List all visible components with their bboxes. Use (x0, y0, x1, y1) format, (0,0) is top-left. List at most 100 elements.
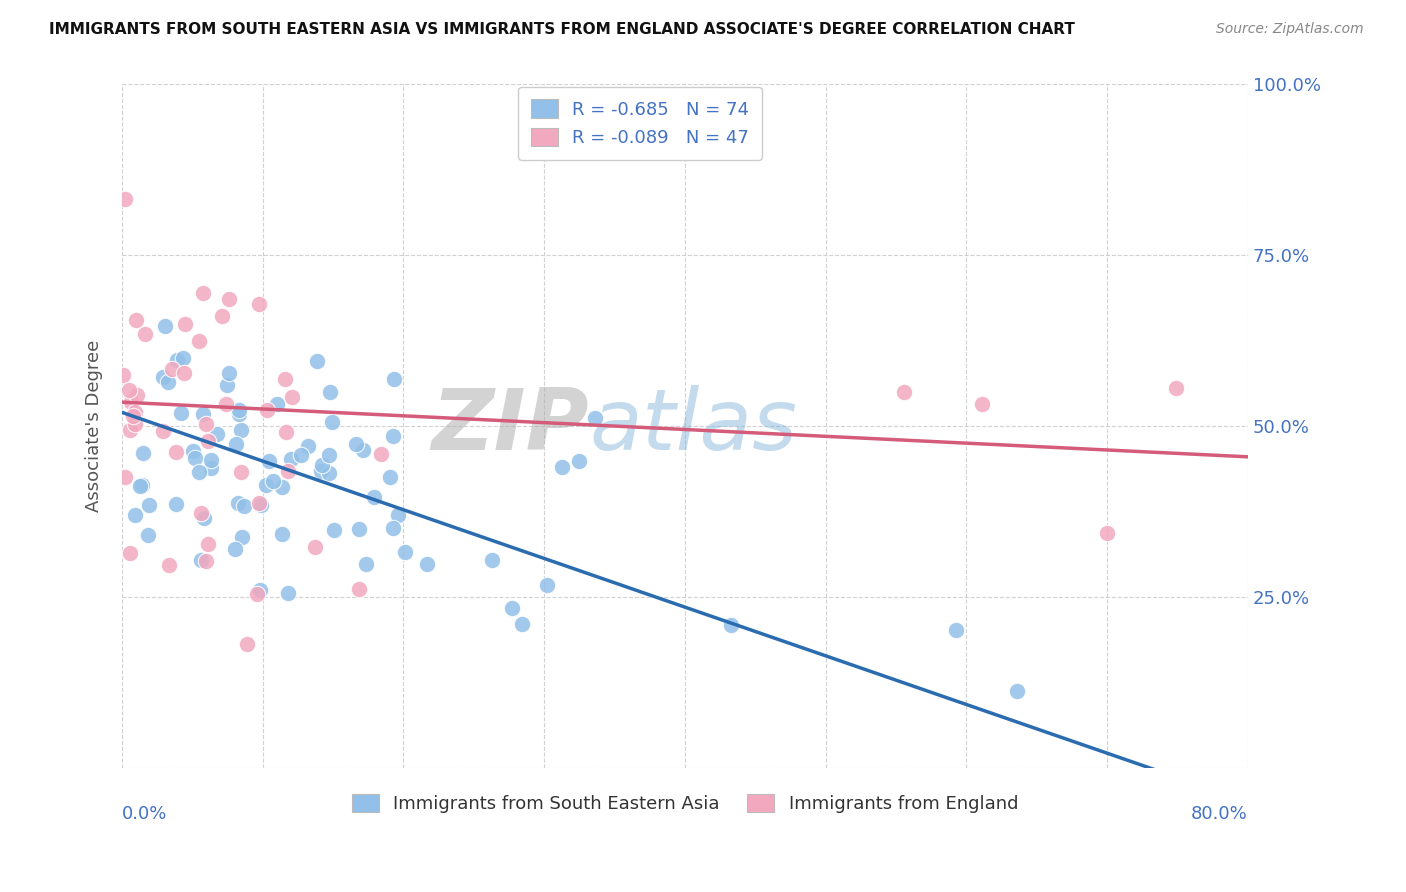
Point (281, 390, 304, 404)
Legend: Immigrants from South Eastern Asia, Immigrants from England: Immigrants from South Eastern Asia, Immi… (344, 787, 1025, 820)
Point (165, 445, 187, 459)
Point (195, 417, 218, 431)
Point (254, 478, 277, 492)
Point (152, 424, 174, 438)
Point (193, 511, 215, 525)
Point (173, 367, 195, 381)
Point (132, 446, 155, 460)
Point (156, 375, 179, 389)
Point (152, 370, 174, 384)
Point (266, 397, 288, 411)
Point (256, 402, 278, 417)
Point (250, 499, 273, 513)
Point (120, 395, 142, 409)
Point (323, 524, 346, 538)
Point (501, 601, 523, 615)
Point (190, 506, 212, 520)
Point (229, 465, 252, 479)
Point (568, 453, 591, 467)
Point (311, 464, 333, 478)
Point (347, 522, 370, 536)
Point (1005, 684, 1028, 698)
Y-axis label: Associate's Degree: Associate's Degree (86, 340, 103, 512)
Point (174, 317, 197, 331)
Text: IMMIGRANTS FROM SOUTH EASTERN ASIA VS IMMIGRANTS FROM ENGLAND ASSOCIATE'S DEGREE: IMMIGRANTS FROM SOUTH EASTERN ASIA VS IM… (49, 22, 1076, 37)
Point (277, 464, 299, 478)
Point (271, 527, 294, 541)
Point (370, 447, 392, 461)
Point (124, 404, 146, 418)
Point (191, 408, 214, 422)
Point (134, 327, 156, 342)
Point (273, 372, 295, 386)
Point (1166, 381, 1188, 395)
Point (297, 439, 319, 453)
Text: Source: ZipAtlas.com: Source: ZipAtlas.com (1216, 22, 1364, 37)
Point (124, 508, 146, 522)
Point (228, 402, 250, 417)
Point (211, 309, 233, 323)
Point (188, 334, 211, 349)
Point (893, 385, 915, 400)
Point (172, 351, 194, 365)
Point (277, 586, 299, 600)
Point (226, 496, 249, 510)
Point (200, 453, 222, 467)
Point (229, 424, 252, 438)
Point (344, 436, 367, 450)
Point (551, 459, 574, 474)
Point (187, 466, 209, 480)
Text: 80.0%: 80.0% (1191, 805, 1249, 823)
Point (352, 443, 374, 458)
Point (363, 490, 385, 504)
Point (318, 448, 340, 462)
Point (224, 542, 246, 557)
Point (318, 466, 340, 480)
Point (138, 498, 160, 512)
Point (972, 397, 994, 411)
Point (235, 636, 257, 650)
Point (415, 557, 437, 571)
Point (257, 454, 280, 468)
Point (215, 397, 238, 411)
Point (271, 480, 294, 494)
Point (218, 292, 240, 306)
Point (218, 366, 240, 380)
Point (121, 409, 143, 423)
Point (217, 378, 239, 392)
Point (153, 318, 176, 333)
Point (387, 508, 409, 523)
Point (166, 352, 188, 367)
Point (114, 470, 136, 484)
Point (232, 499, 254, 513)
Point (200, 460, 222, 475)
Point (276, 425, 298, 439)
Point (381, 429, 404, 443)
Point (394, 545, 416, 559)
Point (231, 530, 253, 544)
Point (321, 416, 343, 430)
Point (245, 587, 267, 601)
Point (225, 437, 247, 451)
Text: atlas: atlas (589, 384, 797, 467)
Point (129, 479, 152, 493)
Point (170, 406, 193, 420)
Point (347, 582, 370, 596)
Point (247, 496, 270, 510)
Point (193, 286, 215, 301)
Point (382, 521, 405, 535)
Point (536, 578, 558, 592)
Point (181, 444, 204, 458)
Point (165, 497, 187, 511)
Point (120, 546, 142, 560)
Point (247, 297, 270, 311)
Point (114, 192, 136, 206)
Point (481, 553, 503, 567)
Point (197, 536, 219, 550)
Point (197, 434, 219, 449)
Point (228, 407, 250, 421)
Point (131, 478, 153, 492)
Point (319, 384, 342, 399)
Point (262, 474, 284, 488)
Point (290, 448, 312, 462)
